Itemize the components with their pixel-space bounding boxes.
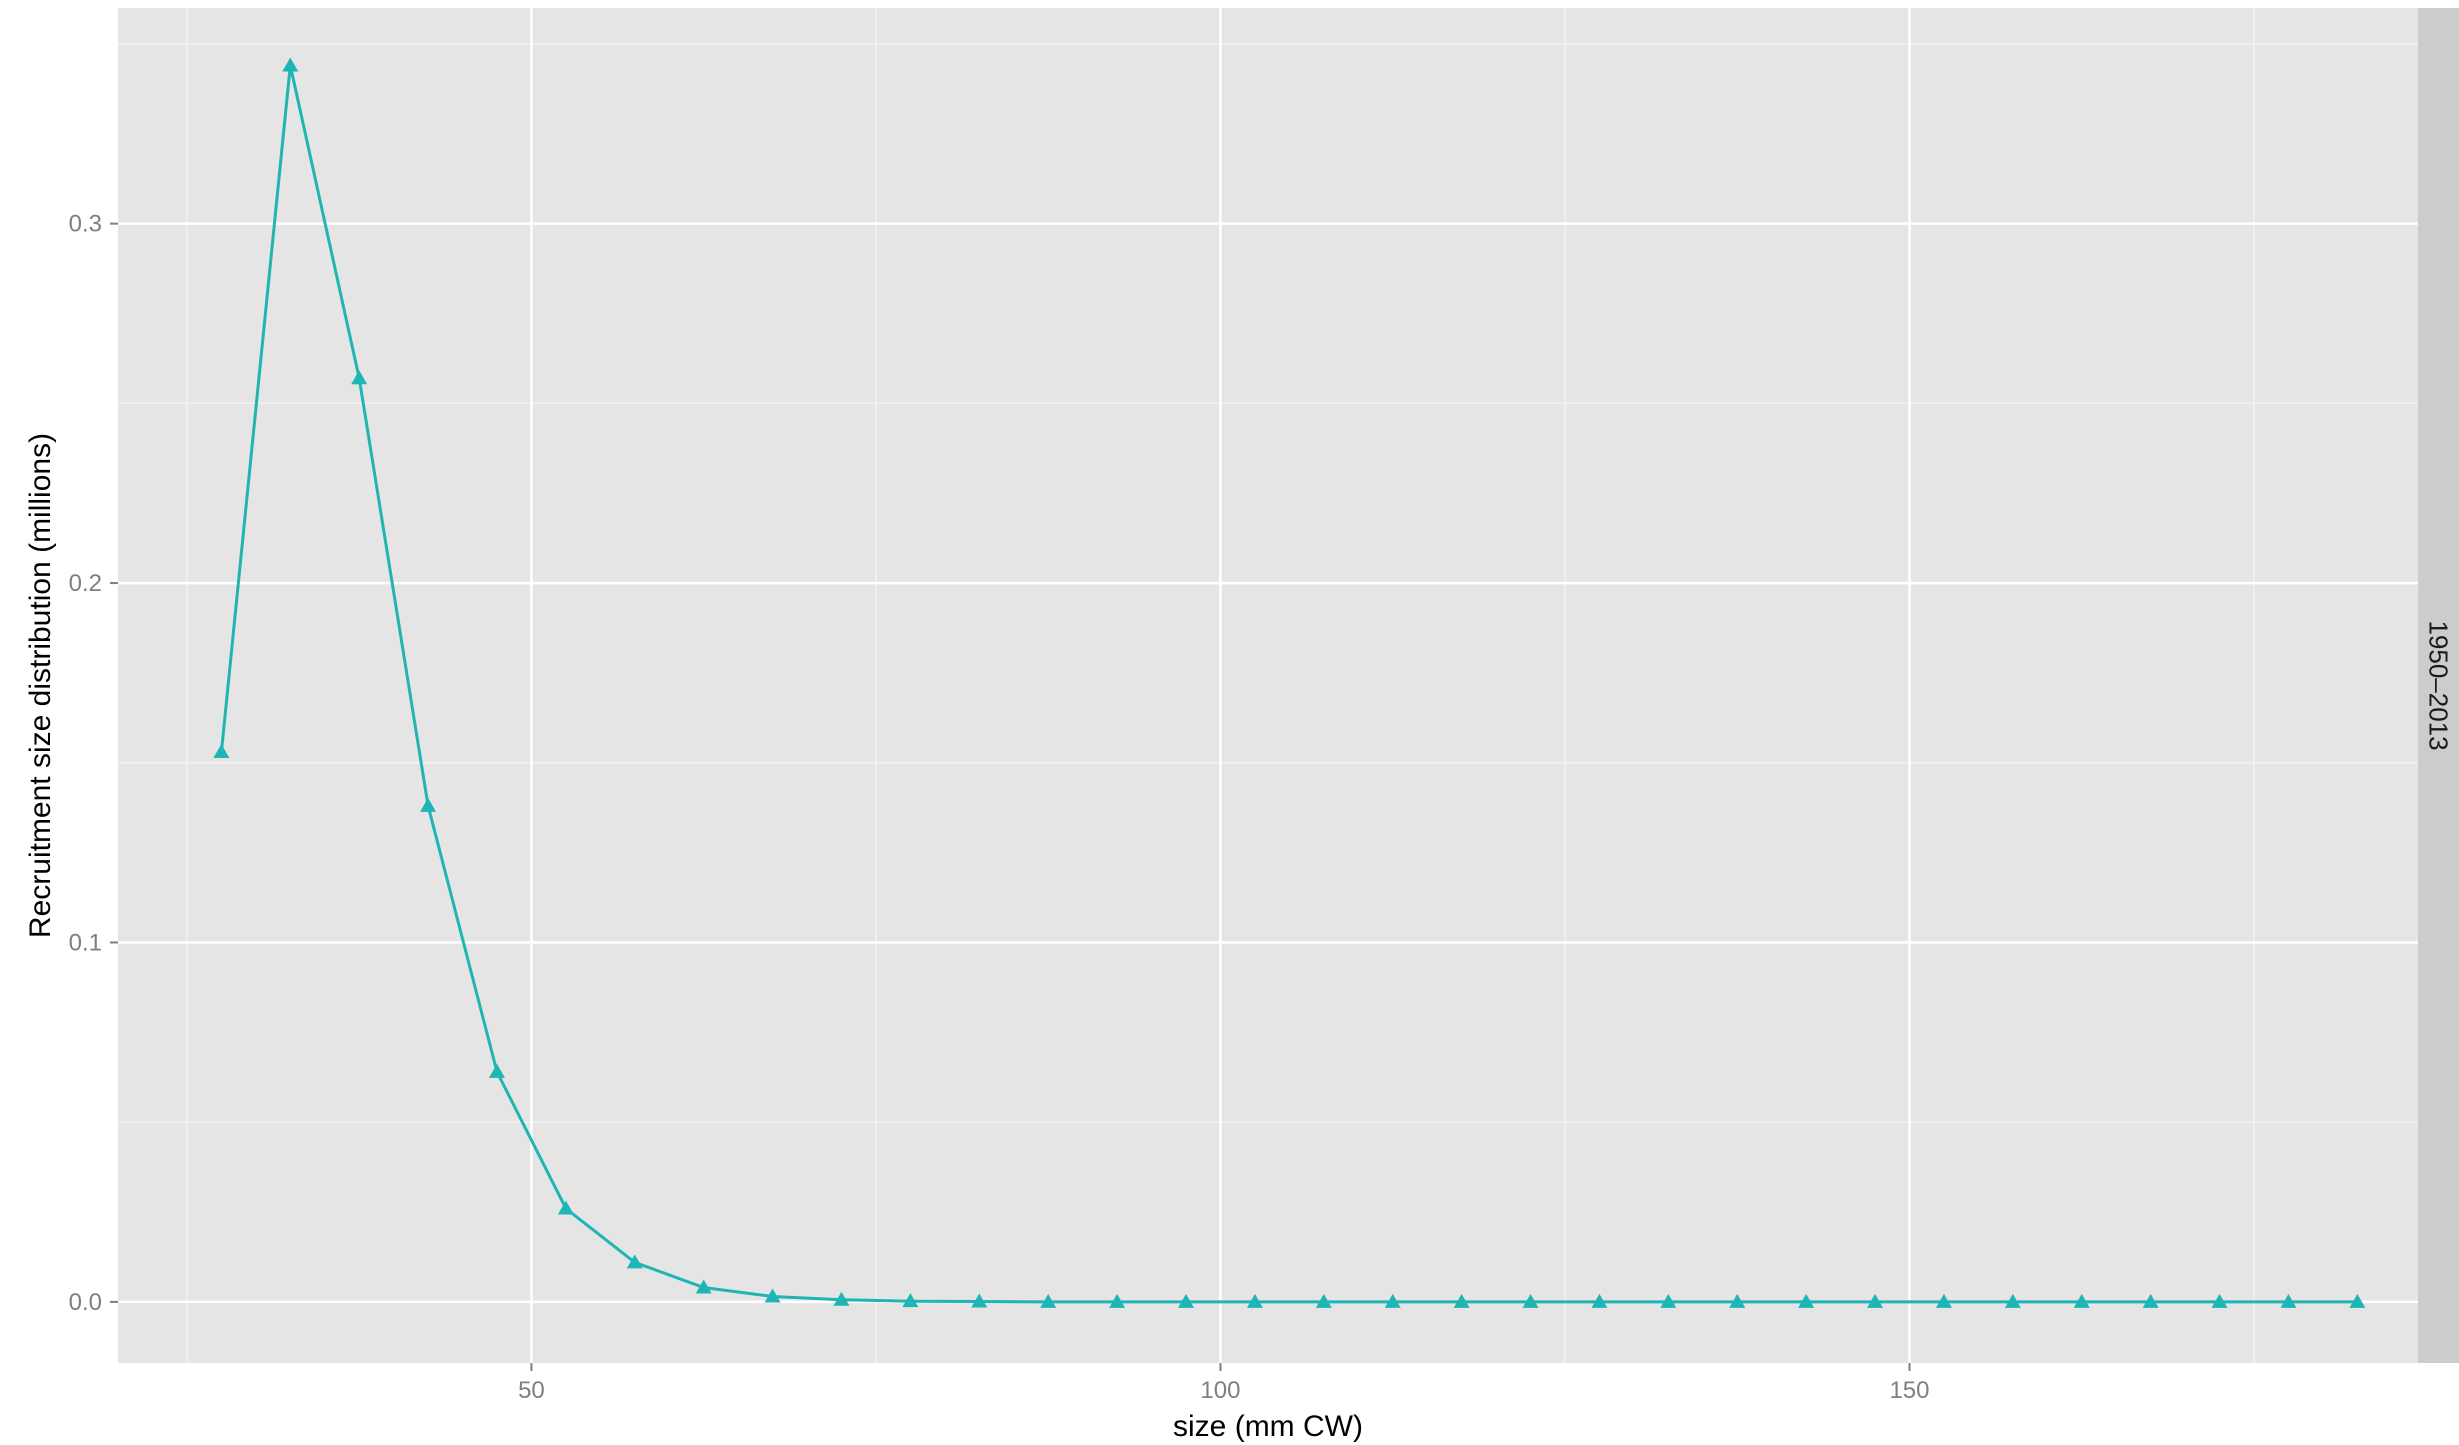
plot-panel	[118, 8, 2418, 1363]
data-point	[764, 1288, 781, 1303]
data-point	[2211, 1293, 2228, 1308]
data-point	[1453, 1293, 1470, 1308]
data-point	[557, 1200, 574, 1215]
data-point	[1246, 1293, 1263, 1308]
data-point	[1660, 1293, 1677, 1308]
data-point	[695, 1279, 712, 1294]
facet-strip	[2418, 8, 2459, 1363]
x-tick-label: 150	[1889, 1377, 1929, 1404]
data-point	[1384, 1293, 1401, 1308]
data-point	[213, 743, 230, 758]
y-tick-label: 0.2	[69, 570, 102, 597]
minor-gridlines	[118, 8, 2418, 1363]
data-point	[1591, 1293, 1608, 1308]
data-point	[833, 1291, 850, 1306]
x-axis-ticks: 50 100 150	[518, 1363, 1930, 1404]
data-point	[1729, 1293, 1746, 1308]
data-point	[1315, 1293, 1332, 1308]
y-tick-label: 0.1	[69, 929, 102, 956]
y-tick-label: 0.3	[69, 211, 102, 238]
major-gridlines	[118, 8, 2418, 1363]
data-point	[282, 57, 299, 72]
data-points	[213, 57, 2366, 1308]
data-point	[1522, 1293, 1539, 1308]
facet-label: 1950–2013	[2424, 620, 2454, 750]
data-point	[1798, 1293, 1815, 1308]
y-tick-label: 0.0	[69, 1289, 102, 1316]
data-point	[1178, 1293, 1195, 1308]
data-point	[971, 1293, 988, 1308]
data-point	[1867, 1293, 1884, 1308]
data-point	[902, 1293, 919, 1308]
data-point	[1109, 1293, 1126, 1308]
data-point	[1935, 1293, 1952, 1308]
x-tick-label: 50	[518, 1377, 545, 1404]
data-point	[488, 1063, 505, 1078]
data-point	[420, 797, 437, 812]
data-point	[626, 1254, 643, 1269]
data-point	[2349, 1293, 2366, 1308]
data-point	[2073, 1293, 2090, 1308]
data-point	[351, 370, 368, 385]
y-axis-title: Recruitment size distribution (millions)	[24, 433, 57, 938]
data-point	[2142, 1293, 2159, 1308]
y-axis-ticks: 0.0 0.1 0.2 0.3	[69, 211, 118, 1316]
series-line	[219, 65, 2358, 1304]
x-tick-label: 100	[1200, 1377, 1240, 1404]
x-axis-title: size (mm CW)	[1173, 1410, 1363, 1443]
data-point	[2004, 1293, 2021, 1308]
data-point	[1040, 1293, 1057, 1308]
data-point	[2280, 1293, 2297, 1308]
